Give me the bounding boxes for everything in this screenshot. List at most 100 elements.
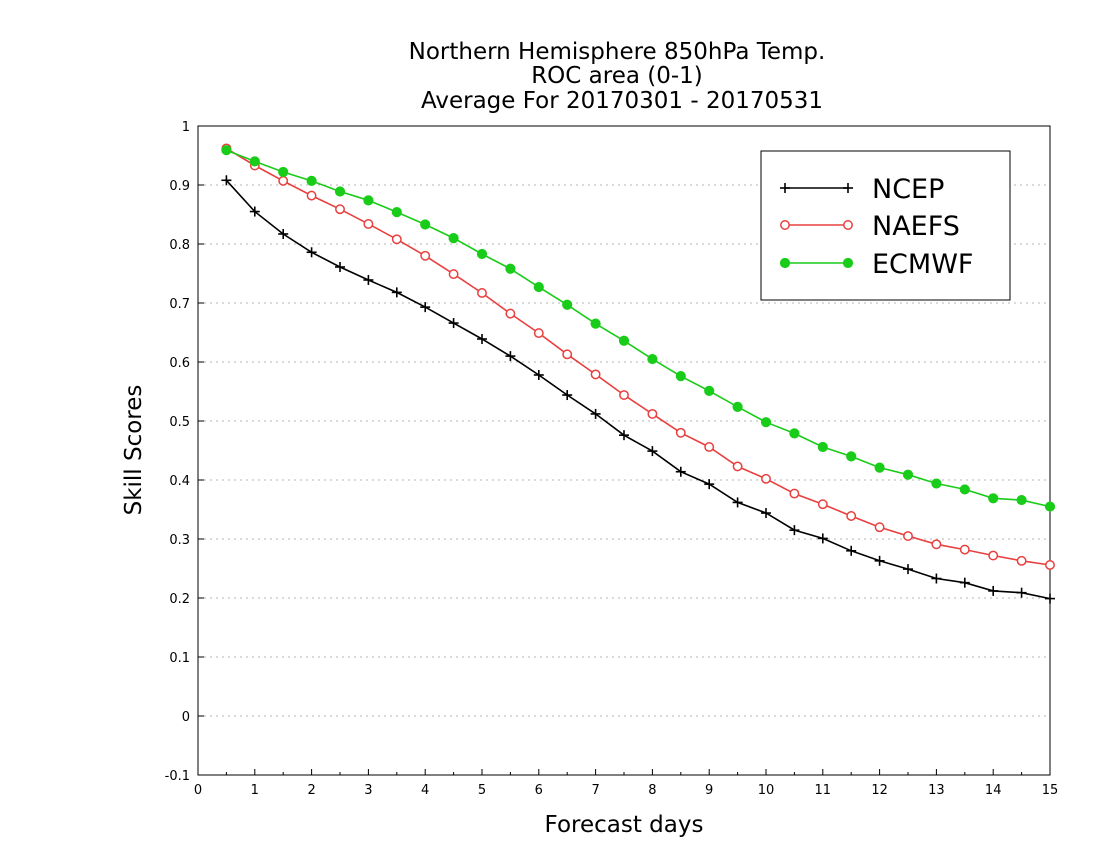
- legend-label: NAEFS: [872, 211, 960, 242]
- data-point: [780, 183, 790, 193]
- data-point: [249, 156, 260, 167]
- data-point: [1045, 560, 1055, 570]
- data-point: [363, 274, 374, 285]
- data-point: [675, 371, 686, 382]
- data-point: [448, 233, 459, 244]
- series-ncep: [221, 175, 1055, 604]
- data-point: [817, 499, 828, 510]
- series-line: [225, 179, 1051, 600]
- data-point: [761, 473, 771, 484]
- data-point: [562, 390, 573, 401]
- data-point: [278, 228, 289, 239]
- data-point: [817, 441, 828, 453]
- data-point: [902, 469, 914, 480]
- data-point: [732, 461, 743, 472]
- data-point: [874, 462, 885, 473]
- data-point: [391, 207, 402, 218]
- data-point: [842, 257, 854, 269]
- data-point: [221, 145, 232, 156]
- data-point: [1016, 555, 1027, 566]
- data-point: [647, 446, 658, 457]
- x-tick-label: 8: [648, 783, 656, 798]
- data-point: [335, 204, 345, 215]
- data-point: [278, 175, 289, 186]
- y-axis-label: Skill Scores: [121, 385, 147, 516]
- legend-label: ECMWF: [872, 249, 973, 280]
- data-point: [780, 220, 790, 230]
- data-point: [959, 544, 970, 555]
- data-point: [988, 493, 999, 504]
- data-point: [306, 175, 317, 186]
- data-point: [675, 466, 686, 477]
- data-point: [988, 550, 999, 561]
- y-tick-label: 0.8: [169, 238, 190, 253]
- data-point: [789, 525, 800, 536]
- data-point: [448, 269, 459, 280]
- x-tick-label: 10: [758, 783, 775, 798]
- data-point: [618, 335, 630, 346]
- x-tick-label: 3: [364, 783, 372, 798]
- data-point: [533, 281, 544, 293]
- x-tick-label: 14: [985, 783, 1002, 798]
- data-point: [420, 250, 431, 261]
- y-tick-label: 0.1: [169, 651, 190, 666]
- y-tick-label: 0.7: [169, 297, 190, 312]
- legend: NCEP NAEFS ECMWF: [760, 150, 1011, 301]
- data-point: [420, 302, 431, 313]
- data-point: [704, 479, 715, 490]
- data-point: [306, 190, 317, 201]
- data-point: [988, 585, 999, 596]
- data-point: [363, 195, 374, 206]
- data-point: [391, 234, 402, 245]
- x-tick-label: 9: [705, 783, 713, 798]
- data-point: [391, 287, 402, 298]
- data-point: [334, 186, 346, 197]
- legend-label: NCEP: [872, 174, 944, 205]
- data-point: [874, 522, 885, 533]
- data-point: [760, 417, 772, 428]
- series-lines: [221, 143, 1056, 604]
- data-point: [1045, 593, 1055, 604]
- data-point: [619, 390, 629, 400]
- data-point: [420, 219, 431, 230]
- y-tick-label: 1: [182, 120, 190, 135]
- data-point: [505, 263, 516, 274]
- data-point: [562, 299, 573, 310]
- data-point: [505, 308, 516, 319]
- y-tick-label: 0: [182, 710, 190, 725]
- data-point: [789, 428, 800, 439]
- data-point: [704, 385, 715, 397]
- legend-item-ecmwf: ECMWF: [779, 249, 973, 280]
- data-point: [477, 288, 487, 298]
- data-point: [590, 369, 601, 380]
- y-tick-label: 0.4: [169, 474, 190, 489]
- data-point: [874, 555, 885, 566]
- x-axis: 0 1 2 3 4 5 6 7 8 9 10 11 12 13 14 15: [194, 769, 1058, 798]
- y-tick-label: 0.3: [169, 533, 190, 548]
- data-point: [363, 218, 374, 229]
- data-point: [959, 484, 970, 495]
- data-point: [505, 351, 516, 362]
- x-tick-label: 4: [421, 783, 429, 798]
- y-tick-label: 0.2: [169, 592, 190, 607]
- y-tick-label: -0.1: [165, 769, 190, 784]
- data-point: [846, 451, 857, 462]
- data-point: [533, 369, 544, 380]
- data-point: [278, 166, 289, 178]
- data-point: [335, 262, 345, 273]
- series-ecmwf: [221, 145, 1056, 512]
- x-tick-label: 15: [1042, 783, 1059, 798]
- data-point: [562, 349, 573, 360]
- data-point: [477, 333, 487, 344]
- data-point: [590, 318, 601, 329]
- x-tick-label: 0: [194, 783, 202, 798]
- title-line-2: ROC area (0-1): [531, 63, 703, 89]
- x-tick-label: 6: [535, 783, 543, 798]
- data-point: [903, 564, 913, 575]
- data-point: [779, 257, 791, 269]
- data-point: [1016, 494, 1027, 506]
- legend-item-naefs: NAEFS: [780, 211, 960, 242]
- data-point: [817, 533, 828, 544]
- x-tick-label: 2: [307, 783, 315, 798]
